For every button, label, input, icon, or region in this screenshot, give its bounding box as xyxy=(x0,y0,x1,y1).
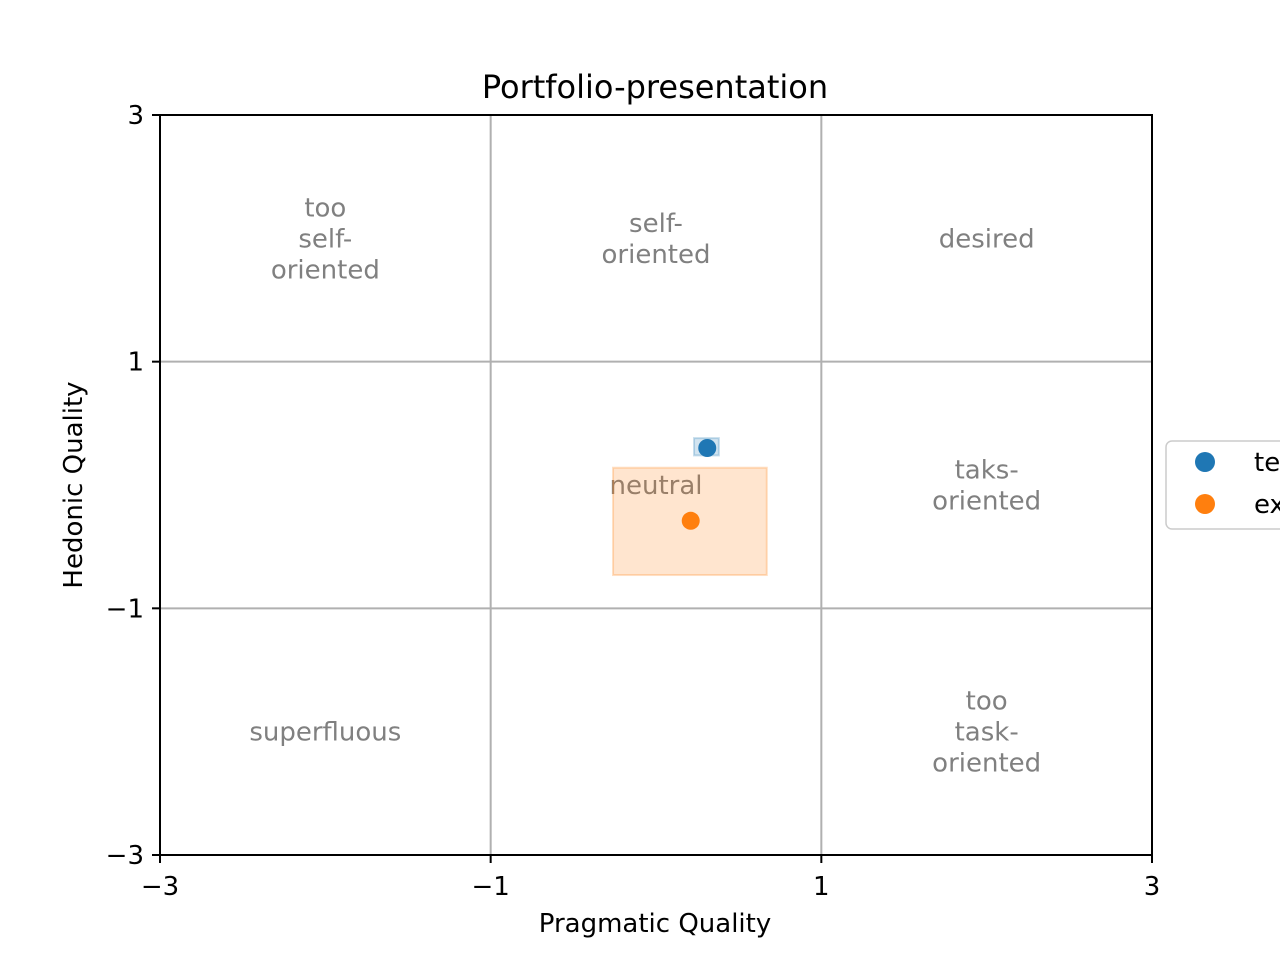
region-label: oriented xyxy=(602,240,711,270)
x-tick-label: −1 xyxy=(472,872,510,902)
y-axis-label: Hedonic Quality xyxy=(59,381,89,588)
data-points xyxy=(681,439,717,530)
confidence-boxes xyxy=(612,437,768,577)
axis-ticks: −3 −1 1 3 −3 −1 1 3 xyxy=(106,101,1161,902)
legend-label: ex xyxy=(1254,490,1280,520)
region-label: too xyxy=(966,687,1008,717)
legend-marker xyxy=(1195,452,1215,472)
region-label: neutral xyxy=(610,471,703,501)
x-tick-label: 3 xyxy=(1144,872,1161,902)
data-point xyxy=(681,511,700,530)
region-label: taks- xyxy=(955,456,1019,486)
legend-marker xyxy=(1195,494,1215,514)
x-axis-label: Pragmatic Quality xyxy=(539,909,772,939)
region-label: oriented xyxy=(932,487,1041,517)
y-tick-label: −1 xyxy=(106,594,144,624)
region-label: oriented xyxy=(932,749,1041,779)
region-label: task- xyxy=(955,718,1019,748)
region-label: self- xyxy=(298,224,352,254)
y-tick-label: 3 xyxy=(127,101,144,131)
quadrant-labels: tooself-orientedself-orienteddesiredneut… xyxy=(249,193,1041,778)
plot-frame xyxy=(159,114,1153,856)
region-label: self- xyxy=(629,209,683,239)
data-point xyxy=(698,439,717,457)
y-tick-label: 1 xyxy=(127,348,144,378)
region-label: oriented xyxy=(271,255,380,285)
x-tick-label: 1 xyxy=(813,872,830,902)
chart-title: Portfolio-presentation xyxy=(482,68,828,106)
legend: te ex xyxy=(1165,440,1280,530)
legend-box xyxy=(1165,440,1280,530)
y-tick-label: −3 xyxy=(106,841,144,871)
legend-label: te xyxy=(1254,448,1280,478)
region-label: too xyxy=(304,193,346,223)
region-label: desired xyxy=(939,224,1035,254)
region-label: superfluous xyxy=(249,718,401,748)
grid-lines xyxy=(160,115,1152,855)
x-tick-label: −3 xyxy=(141,872,179,902)
